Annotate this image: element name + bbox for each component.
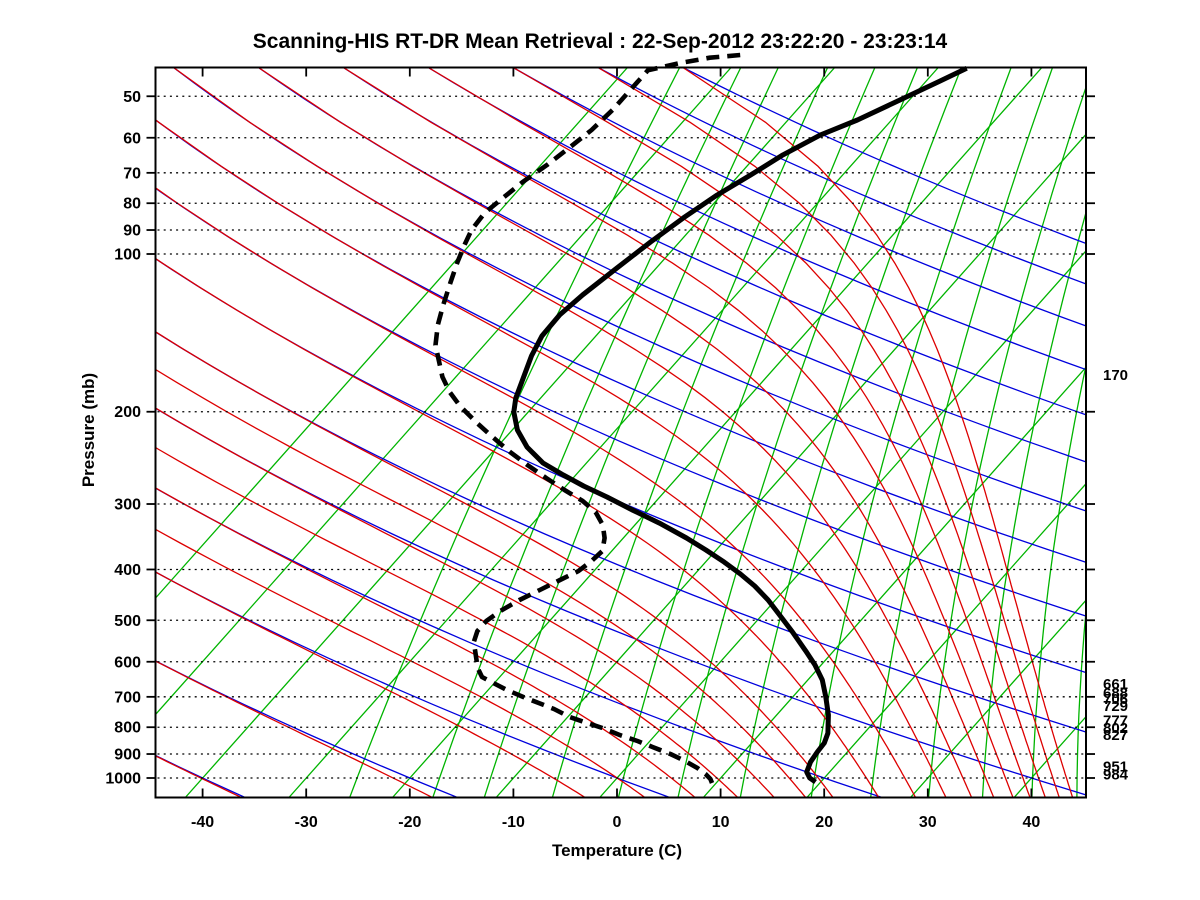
right-pressure-label: 706 — [1103, 691, 1128, 708]
moist-adiabat-line — [155, 755, 243, 798]
isotherm-line — [702, 366, 1086, 798]
moist-adiabat-line — [155, 528, 646, 798]
moist-adiabat-line — [155, 118, 947, 798]
plot-border — [154, 66, 1087, 799]
right-pressure-label: 729 — [1103, 698, 1128, 715]
dry-adiabat-line — [155, 487, 883, 798]
moist-adiabat-line — [682, 67, 1074, 798]
right-pressure-label: 170 — [1103, 367, 1128, 384]
dry-adiabat-line — [155, 660, 458, 798]
x-tick-label: 40 — [1023, 814, 1041, 831]
y-tick-label: 50 — [123, 89, 141, 106]
x-tick-label: -30 — [295, 814, 318, 831]
mixing-ratio-line — [483, 67, 779, 798]
y-tick-label: 90 — [123, 223, 141, 240]
right-pressure-label: 951 — [1103, 759, 1128, 776]
mixing-ratio-line — [927, 85, 1086, 798]
y-tick-label: 60 — [123, 130, 141, 147]
x-tick-label: -10 — [502, 814, 525, 831]
isotherm-line — [288, 67, 939, 798]
moist-adiabat-line — [155, 257, 880, 798]
right-pressure-label: 984 — [1103, 766, 1129, 783]
y-tick-label: 600 — [114, 654, 141, 671]
mixing-ratio-line — [349, 67, 681, 798]
dry-adiabat-line — [682, 67, 1086, 245]
y-tick-label: 80 — [123, 196, 141, 213]
mixing-ratio-line — [739, 67, 963, 798]
dry-adiabat-line — [155, 331, 1086, 733]
right-pressure-label: 688 — [1103, 685, 1128, 702]
dry-adiabat-line — [342, 67, 1086, 416]
y-tick-label: 400 — [114, 562, 141, 579]
dry-adiabat-line — [512, 67, 1086, 327]
right-pressure-label: 802 — [1103, 720, 1128, 737]
dry-adiabat-line — [155, 257, 1086, 674]
right-pressure-label: 777 — [1103, 713, 1128, 730]
moist-adiabat-line — [512, 67, 1046, 798]
temperature-curve — [511, 65, 968, 785]
moist-adiabat-line — [342, 67, 1014, 798]
y-tick-label: 700 — [114, 689, 141, 706]
y-tick-label: 200 — [114, 404, 141, 421]
right-pressure-label: 661 — [1103, 676, 1128, 693]
dry-adiabat-line — [173, 67, 1086, 512]
mixing-ratio-line — [1031, 362, 1086, 798]
x-tick-label: 10 — [712, 814, 730, 831]
isotherm-line — [495, 133, 1086, 798]
x-tick-label: 30 — [919, 814, 937, 831]
moist-adiabat-line — [155, 487, 697, 798]
dry-adiabat-line — [155, 571, 671, 798]
x-tick-label: -20 — [398, 814, 421, 831]
y-tick-label: 100 — [114, 247, 141, 264]
y-tick-label: 900 — [114, 747, 141, 764]
mixing-ratio-line — [677, 67, 919, 798]
mixing-ratio-line — [432, 67, 742, 798]
mixing-ratio-line — [870, 67, 1054, 798]
isotherm-line — [184, 67, 836, 798]
dry-adiabat-line — [597, 67, 1086, 285]
x-tick-label: -40 — [191, 814, 214, 831]
plot-title: Scanning-HIS RT-DR Mean Retrieval : 22-S… — [252, 30, 948, 53]
mixing-ratio-line — [981, 210, 1086, 798]
moist-adiabat-line — [155, 186, 917, 798]
background-lines — [155, 67, 1086, 798]
isotherm-line — [910, 599, 1086, 798]
y-tick-label: 500 — [114, 613, 141, 630]
y-tick-label: 800 — [114, 720, 141, 737]
y-tick-label: 300 — [114, 497, 141, 514]
isotherm-line — [392, 67, 1043, 798]
x-tick-label: 20 — [815, 814, 833, 831]
mixing-ratio-line — [1076, 605, 1086, 798]
dry-adiabat-line — [155, 119, 1086, 564]
right-pressure-label: 827 — [1103, 727, 1128, 744]
moist-adiabat-line — [155, 660, 434, 798]
moist-adiabat-line — [258, 67, 995, 798]
mixing-ratio-line — [617, 67, 876, 798]
moist-adiabat-line — [173, 67, 973, 798]
moist-adiabat-line — [155, 407, 776, 798]
mixing-ratio-line — [551, 67, 829, 798]
dry-adiabat-line — [427, 67, 1086, 371]
isotherm-line — [155, 67, 628, 600]
dewpoint-curve — [433, 52, 741, 784]
moist-adiabat-line — [155, 368, 807, 798]
x-tick-label: 0 — [613, 814, 622, 831]
x-axis-label: Temperature (C) — [551, 841, 683, 860]
moist-adiabat-line — [155, 331, 834, 798]
moist-adiabat-line — [155, 446, 739, 798]
isotherm-line — [155, 67, 732, 716]
moist-adiabat-line — [597, 67, 1060, 798]
dry-adiabat-line — [155, 407, 1086, 796]
mixing-ratio-line — [810, 67, 1012, 798]
dry-adiabat-line — [155, 187, 1086, 617]
moist-adiabat-line — [155, 571, 587, 798]
y-tick-label: 1000 — [105, 771, 141, 788]
y-tick-label: 70 — [123, 165, 141, 182]
moist-adiabat-line — [427, 67, 1031, 798]
dry-adiabat-line — [258, 67, 1086, 463]
